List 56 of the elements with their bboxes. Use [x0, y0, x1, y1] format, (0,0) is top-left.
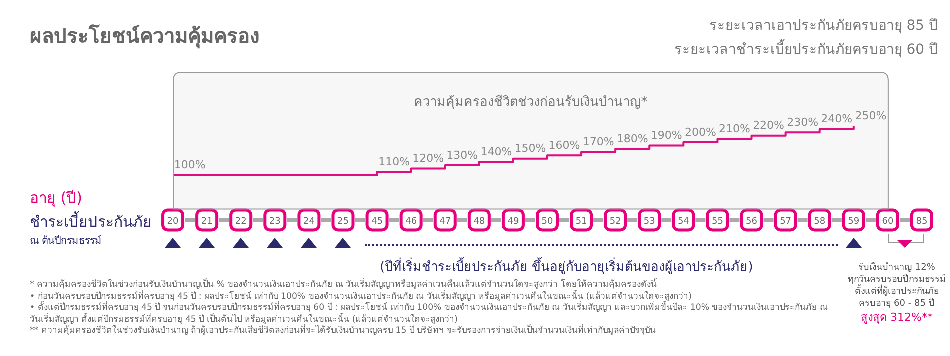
text: ** ความคุ้มครองชีวิตในช่วงรับเงินบำนาญ ถ้าผู้เอาประกันเสียชีวิตลงก่อนที่จะได้รับเงินบำนาญครบ 15 ปี บริษัทฯ จะรับรองการจ่ายเงินเป็นจำนวนเงินที่เท่ากับมูลค่าปัจจุบัน [30, 326, 657, 338]
data-label: 150% [514, 142, 546, 156]
data-label: 120% [412, 152, 444, 166]
data-label: 110% [378, 155, 410, 168]
text: ระยะเวลาชำระเบี้ยประกันภัยครบอายุ 60 ปี [674, 38, 938, 60]
x-tick-label: 46 [406, 216, 418, 227]
text: * ความคุ้มครองชีวิตในช่วงก่อนรับเงินบำนาญเป็น % ของจำนวนเงินเอาประกันภัย ณ วันเริ่มสัญญาหรือมูลค่าเวนคืนแล้วแต่จำนวนใดจะสูงกว่า โดยให้ความคุ้มครองดังนี้ [30, 280, 658, 290]
x-tick-label: 49 [508, 216, 520, 227]
x-tick-label: 22 [235, 216, 247, 227]
x-tick-label: 48 [474, 216, 486, 227]
x-tick-label: 50 [542, 216, 554, 227]
x-tick-label: 47 [440, 216, 452, 227]
x-tick-label: 59 [848, 216, 860, 227]
text: ตั้งแต่ที่ผู้เอาประกันภัย [854, 284, 940, 298]
data-label: 170% [582, 136, 614, 149]
x-tick-label: 20 [167, 216, 180, 227]
text: ทุกวันครบรอบปีกรมธรรม์ [847, 273, 947, 285]
text: ครบอายุ 60 - 85 ปี [858, 298, 936, 310]
x-tick-label: 23 [269, 216, 281, 227]
text: • ตั้งแต่ปีกรมธรรม์ที่ครบอายุ 45 ปี จนก่อนวันครบรอบปีกรมธรรม์ที่ครบอายุ 60 ปี : ผลประโยชน์ เท่ากับ 100% ของจำนวนเงินเอาประกันภัย ณ วันเริ่มสัญญา และบวกเพิ่มขึ้นปีละ 10% ของจำนวนเงินเอาประกันภัย ณ วันเริ่มสัญญา ตั้งแต่ปีกรมธรรม์ที่ครบอายุ 45 ปี เป็นต้นไป หรือมูลค่าเวนคืนในขณะนั้น (แล้วแต่จำนวนใดจะสูงกว่า) [30, 303, 829, 324]
x-axis-title: อายุ (ปี) [30, 188, 82, 210]
x-tick-label: 85 [916, 216, 928, 227]
chart-title: ผลประโยชน์ความคุ้มครอง [30, 23, 260, 51]
x-tick-label: 54 [678, 216, 690, 227]
data-label: 100% [174, 158, 206, 172]
x-tick-label: 52 [610, 216, 622, 227]
band-label: ความคุ้มครองชีวิตช่วงก่อนรับเงินบำนาญ* [414, 94, 648, 110]
text: ณ ต้นปีกรมธรรม์ [30, 234, 102, 248]
data-label: 130% [446, 148, 478, 162]
data-label: 200% [684, 126, 716, 139]
x-tick-label: 55 [712, 216, 724, 227]
data-label: 210% [719, 122, 750, 136]
x-tick-label: 60 [882, 216, 894, 227]
text: สูงสุด 312%** [860, 310, 934, 326]
x-tick-label: 24 [303, 216, 316, 227]
text: (ปีที่เริ่มชำระเบี้ยประกันภัย ขึ้นอยู่กับอายุเริ่มต้นของผู้เอาประกันภัย) [380, 256, 754, 277]
data-label: 140% [480, 146, 512, 159]
text: รับเงินบำนาญ 12% [858, 262, 936, 274]
data-label: 220% [753, 119, 785, 132]
text: • ก่อนวันครบรอบปีกรมธรรม์ที่ครบอายุ 45 ปี : ผลประโยชน์ เท่ากับ 100% ของจำนวนเงินเอาประกันภัย ณ วันเริ่มสัญญา หรือมูลค่าเวนคืนในขณะนั้น (แล้วแต่จำนวนใดจะสูงกว่า) [30, 292, 693, 302]
data-label: 190% [650, 129, 682, 142]
x-tick-label: 58 [814, 216, 826, 227]
x-tick-label: 25 [338, 216, 349, 227]
x-tick-label: 51 [576, 216, 588, 227]
data-label: 230% [787, 116, 819, 129]
x-tick-label: 53 [644, 216, 656, 227]
x-tick-label: 21 [201, 216, 213, 227]
x-tick-label: 45 [372, 216, 384, 227]
data-label: 180% [616, 132, 648, 146]
x-tick-label: 57 [780, 216, 792, 227]
data-label: 250% [855, 109, 887, 122]
x-tick-label: 56 [746, 216, 758, 227]
data-label: 160% [548, 138, 580, 152]
text: ระยะเวลาเอาประกันภัยครบอายุ 85 ปี [709, 17, 938, 36]
text: ชำระเบี้ยประกันภัย [30, 210, 152, 233]
data-label: 240% [821, 112, 853, 126]
